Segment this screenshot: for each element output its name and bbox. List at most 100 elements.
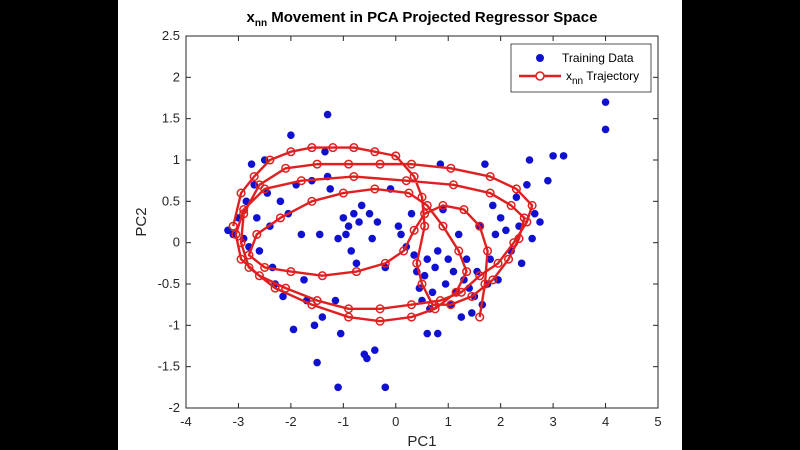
trajectory-point: [422, 200, 432, 211]
trajectory-point: [448, 180, 459, 190]
chart-title: xnn Movement in PCA Projected Regressor …: [247, 9, 598, 29]
trajectory-point: [375, 304, 385, 314]
x-axis-label: PC1: [407, 433, 436, 450]
trajectory-point: [483, 246, 493, 256]
trajectory-point: [296, 176, 306, 186]
training-data-point: [355, 218, 363, 226]
training-data-point: [473, 267, 481, 276]
trajectory-point: [270, 283, 280, 293]
trajectory-point: [438, 221, 448, 231]
trajectory-point: [522, 217, 532, 227]
trajectory-point: [511, 184, 521, 194]
training-data-point: [334, 234, 342, 243]
trajectory-point: [467, 291, 477, 301]
training-data-point: [496, 214, 505, 222]
training-data-point: [336, 329, 345, 338]
x-tick-label: 2: [497, 414, 504, 429]
trajectory-point: [275, 213, 285, 223]
y-tick-label: 1: [173, 152, 180, 167]
trajectory-point: [391, 151, 401, 161]
training-data-point: [428, 288, 437, 297]
training-data-points: [224, 98, 610, 392]
trajectory-point: [420, 209, 430, 219]
training-data-point: [433, 329, 442, 338]
training-data-point: [310, 321, 319, 330]
training-data-point: [423, 255, 432, 263]
training-data-point: [300, 276, 308, 284]
trajectory-point: [375, 316, 385, 326]
trajectory-point: [286, 147, 296, 157]
trajectory-point: [228, 221, 238, 231]
y-tick-label: 0.5: [162, 193, 180, 208]
training-data-point: [449, 267, 458, 276]
training-data-point: [489, 201, 497, 210]
trajectory-point: [454, 246, 464, 256]
training-data-point: [523, 181, 531, 189]
training-data-point: [433, 247, 442, 255]
trajectory-point: [446, 300, 456, 310]
trajectory-point: [236, 254, 246, 264]
y-tick-label: 2: [173, 69, 180, 84]
trajectory-point: [399, 246, 409, 256]
training-data-point: [441, 280, 450, 288]
trajectory-point: [254, 271, 264, 281]
trajectory-point: [406, 300, 417, 310]
trajectory-point: [451, 287, 461, 297]
trajectory-point: [493, 258, 503, 268]
y-tick-label: -0.5: [158, 276, 180, 291]
x-tick-label: -2: [285, 414, 297, 429]
training-data-point: [334, 383, 342, 392]
legend-box: [510, 43, 652, 93]
training-data-point: [368, 234, 376, 243]
x-tick-label: 1: [445, 414, 452, 429]
trajectory-point: [438, 200, 448, 211]
trajectory-point: [370, 184, 380, 194]
training-data-point: [315, 230, 324, 239]
training-data-point: [530, 209, 539, 218]
training-data-point: [454, 230, 463, 239]
trajectory-point: [485, 171, 495, 182]
y-axis-ticks: -2 -1.5 -1 -0.5 0 0.5 1 1.5 2 2.5: [158, 28, 658, 415]
trajectory-point: [239, 209, 249, 219]
training-data-point: [373, 218, 382, 226]
trajectory-line: [232, 146, 534, 323]
training-data-point: [549, 152, 557, 160]
training-data-point: [601, 98, 610, 106]
trajectory-point: [236, 188, 246, 198]
training-data-point: [525, 156, 534, 164]
training-data-point: [381, 383, 390, 392]
training-data-point: [462, 255, 471, 263]
trajectory-point: [420, 221, 430, 231]
trajectory-point: [338, 188, 348, 198]
training-data-point: [431, 263, 439, 272]
trajectory-point: [236, 238, 246, 248]
figure-window: xnn Movement in PCA Projected Regressor …: [118, 0, 682, 450]
training-data-point: [481, 160, 489, 168]
trajectory-point: [344, 159, 354, 169]
training-data-point: [255, 247, 264, 255]
training-data-point: [287, 131, 295, 139]
trajectory-point: [485, 188, 495, 198]
training-data-point: [350, 209, 358, 218]
training-data-point: [365, 209, 374, 218]
trajectory-point: [349, 171, 359, 182]
x-tick-label: -3: [233, 414, 245, 429]
trajectory-point: [307, 300, 317, 310]
trajectory-point: [409, 171, 419, 182]
y-tick-label: 0: [173, 235, 180, 250]
trajectory-point: [260, 262, 270, 273]
training-data-point: [331, 296, 340, 305]
trajectory-point: [351, 267, 361, 277]
training-data-point: [263, 189, 272, 197]
trajectory-point: [344, 312, 354, 322]
trajectory-point: [281, 283, 291, 293]
trajectory-point: [527, 200, 537, 211]
training-data-point: [313, 358, 321, 367]
trajectory-point: [406, 159, 417, 169]
trajectory-point: [244, 262, 254, 273]
training-data-point: [544, 176, 552, 185]
training-data-point: [486, 255, 494, 263]
trajectory-point: [380, 258, 390, 268]
training-data-point: [326, 185, 335, 193]
training-data-point: [502, 226, 510, 235]
